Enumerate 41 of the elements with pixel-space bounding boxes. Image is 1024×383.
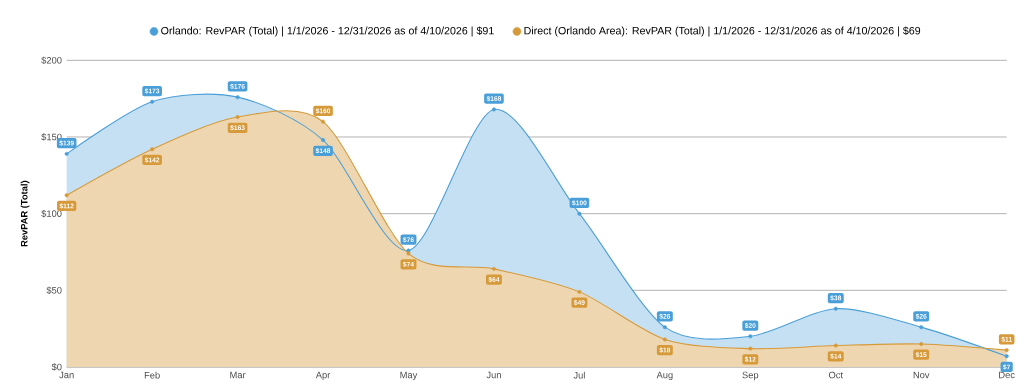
point [491, 107, 496, 112]
point [235, 115, 240, 120]
point [748, 346, 753, 351]
point [577, 289, 582, 294]
point [662, 337, 667, 342]
point [1004, 354, 1009, 359]
y-tick-label: $200 [41, 56, 62, 65]
point [321, 138, 326, 143]
x-tick-label: Feb [144, 371, 160, 379]
x-tick-label: Jan [59, 371, 74, 379]
x-tick-label: Jun [486, 371, 501, 379]
x-tick-label: Nov [913, 371, 930, 379]
x-tick-label: Oct [828, 371, 843, 379]
x-tick-label: Apr [315, 371, 331, 381]
point [748, 334, 753, 339]
point [150, 99, 155, 104]
x-tick-label: Jul [573, 371, 585, 379]
x-tick-label: Sep [742, 371, 759, 381]
x-tick-label: Dec [999, 371, 1015, 379]
point [833, 306, 838, 311]
y-tick-label: $100 [41, 209, 62, 218]
point [577, 211, 582, 216]
y-tick-label: $0 [51, 363, 62, 371]
point [919, 342, 924, 347]
x-tick-label: Mar [230, 371, 246, 379]
y-axis-title: RevPAR (Total) [20, 180, 30, 247]
point [64, 151, 69, 156]
y-tick-label: $50 [46, 286, 62, 295]
point [150, 147, 155, 152]
point [1004, 348, 1009, 353]
point [491, 266, 496, 271]
x-tick-label: May [400, 371, 418, 381]
point [662, 325, 667, 330]
legend-label: Orlando: RevPAR (Total) | 1/1/2026 - 12/31/2026 as of 4/10/2026 | $91 [161, 26, 494, 37]
point [833, 343, 838, 348]
x-tick-label: Aug [656, 371, 673, 381]
point [321, 119, 326, 124]
point [64, 193, 69, 198]
point [235, 95, 240, 100]
legend-label: Direct (Orlando Area): RevPAR (Total) | 1/1/2026 - 12/31/2026 as of 4/10/2026 | $69 [524, 26, 921, 37]
point [919, 325, 924, 330]
